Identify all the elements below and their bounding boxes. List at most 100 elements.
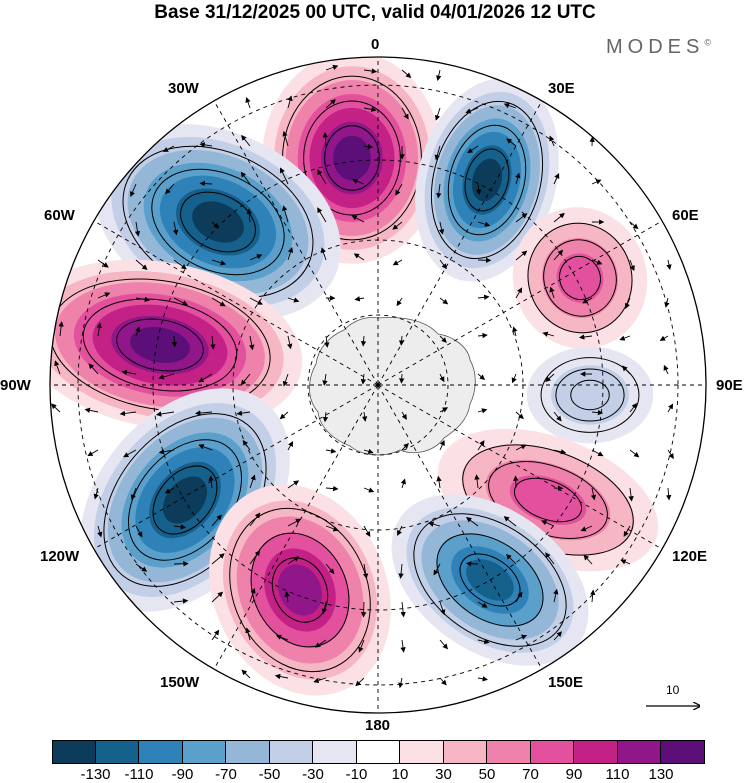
wind-vector <box>241 669 251 679</box>
graticule <box>50 57 706 713</box>
streamline <box>180 191 256 253</box>
colorbar <box>52 740 705 764</box>
wind-vector <box>515 172 521 185</box>
wind-vector <box>199 180 213 187</box>
wind-vector <box>553 411 562 422</box>
wind-vector <box>287 247 294 261</box>
wind-vector <box>580 525 593 532</box>
wind-vector <box>135 525 143 538</box>
wind-vector <box>553 212 565 223</box>
wind-vector <box>399 373 405 384</box>
colorbar-swatch <box>443 740 487 764</box>
wind-vector <box>211 591 224 603</box>
parallel <box>152 159 604 611</box>
parallel <box>307 314 449 456</box>
wind-vector <box>171 335 178 348</box>
wind-vector <box>211 629 220 641</box>
wind-vector <box>629 449 640 458</box>
wind-vector <box>545 552 555 565</box>
wind-vector <box>398 335 405 346</box>
wind-vector <box>545 373 555 382</box>
wind-vector <box>439 677 447 686</box>
map-boundary <box>49 56 707 714</box>
wind-vector <box>466 517 479 527</box>
wind-vector <box>287 480 300 489</box>
streamline <box>540 357 640 433</box>
wind-vector <box>515 634 527 641</box>
wind-vector <box>173 524 187 530</box>
wind-vector <box>134 221 141 237</box>
wind-vector <box>158 449 175 455</box>
wind-vector <box>474 474 480 489</box>
colorbar-tick-label: 70 <box>522 766 539 783</box>
wind-vector <box>392 259 403 266</box>
wind-vector <box>208 475 214 489</box>
wind-vector <box>314 639 327 648</box>
parallel <box>77 84 679 686</box>
wind-vector <box>515 250 528 261</box>
wind-vector <box>400 639 406 653</box>
wind-vector <box>392 221 403 230</box>
wind-vector <box>173 259 187 270</box>
wind-vector <box>245 97 251 109</box>
colorbar-tick-label: -70 <box>215 766 237 783</box>
lon-label-90w: 90W <box>0 377 31 394</box>
wind-vector <box>275 634 289 641</box>
colorbar-tick-label: 10 <box>391 766 409 783</box>
wind-vector <box>210 335 216 350</box>
wind-vector <box>240 171 251 185</box>
wind-vector <box>436 475 442 489</box>
wind-vector <box>162 145 175 152</box>
lon-label-90e: 90E <box>716 377 743 394</box>
wind-vector <box>620 559 631 565</box>
wind-vector <box>172 221 179 236</box>
colorbar-tick-label: -30 <box>302 766 324 783</box>
wind-vector <box>241 134 251 147</box>
wind-vector <box>503 102 517 109</box>
wind-vector <box>198 373 213 383</box>
wind-vector <box>249 512 261 527</box>
wind-vector <box>279 411 289 420</box>
wind-vector <box>553 588 559 603</box>
wind-vector <box>317 207 327 223</box>
wind-vector <box>477 294 490 300</box>
wind-vector <box>84 407 99 413</box>
wind-vector <box>287 441 294 451</box>
wind-vector <box>396 297 403 307</box>
wind-vector <box>198 444 213 451</box>
wind-vector <box>619 335 631 341</box>
wind-vector <box>325 485 339 492</box>
wind-vector <box>325 525 339 532</box>
wind-vector <box>360 601 367 618</box>
anomaly-contour <box>556 253 604 303</box>
wind-vector <box>130 487 137 501</box>
wind-vector <box>398 677 404 689</box>
wind-vector <box>211 297 226 307</box>
wind-vector <box>199 142 213 148</box>
wind-vector <box>88 363 99 375</box>
wind-vector <box>97 292 111 299</box>
wind-vector <box>477 332 488 339</box>
wind-vector <box>320 247 327 261</box>
wind-vector <box>274 673 289 680</box>
wind-vector <box>313 677 327 684</box>
wind-vector <box>667 449 674 459</box>
wind-vector <box>360 335 367 347</box>
colorbar-tick-label: 110 <box>605 766 630 783</box>
colorbar-swatch <box>617 740 661 764</box>
wind-vector <box>553 631 563 641</box>
wind-vector <box>542 331 555 337</box>
wind-vector <box>361 411 368 422</box>
colorbar-tick-label: -90 <box>171 766 194 783</box>
wind-vector <box>135 259 148 270</box>
wind-vector <box>398 563 404 579</box>
anomaly-contour <box>277 564 323 616</box>
wind-vector <box>439 297 449 305</box>
wind-vector <box>325 563 335 575</box>
wind-vector <box>164 487 175 494</box>
lon-label-180: 180 <box>365 717 391 734</box>
streamline <box>229 507 371 673</box>
streamline <box>570 379 610 411</box>
wind-vector <box>54 360 61 375</box>
wind-vector <box>549 286 555 299</box>
